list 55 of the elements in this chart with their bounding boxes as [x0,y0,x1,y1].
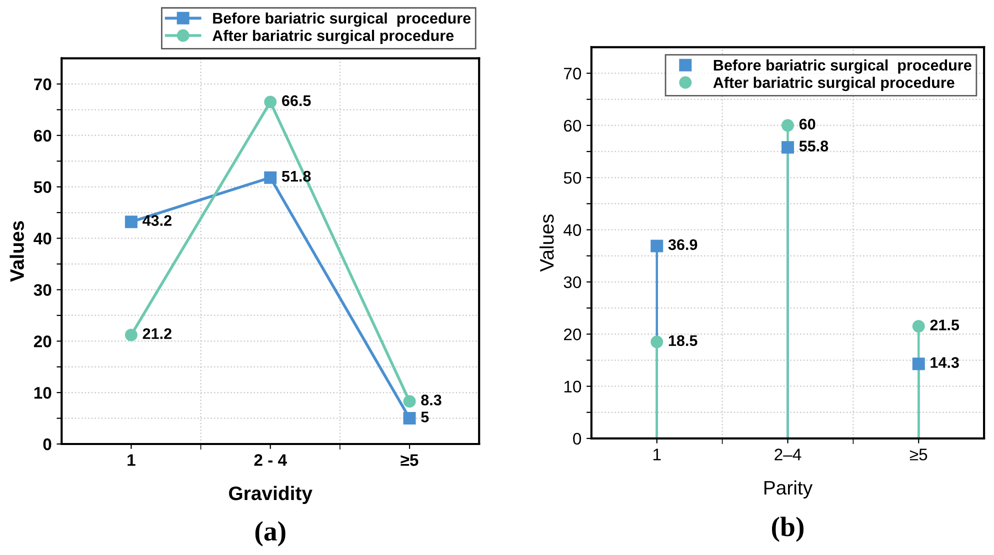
data-label: 66.5 [282,95,311,106]
y-tick-label: 50 [564,172,582,184]
x-axis-title: Parity [764,480,813,498]
data-label: 8.3 [421,394,442,406]
point [124,216,138,228]
x-tick-label: 2–4 [774,448,802,460]
x-tick-label: 1 [654,448,661,460]
point [912,320,925,333]
data-label: 36.9 [668,239,698,250]
y-tick-label: 10 [564,380,582,392]
point [781,119,794,132]
y-tick-label: 0 [573,432,582,445]
data-label: 18.5 [668,335,698,346]
data-label: 21.5 [930,320,960,330]
x-tick-label: 1 [128,454,136,466]
y-tick-label: 70 [564,68,582,80]
y-tick-label: 40 [34,232,52,244]
y-tick-label: 60 [564,120,582,132]
legend-label: After bariatric surgical procedure [713,76,954,92]
legend-label: Before bariatric surgical procedure [213,12,471,27]
text: (a) [255,521,286,546]
x-axis-title: Gravidity [229,486,312,504]
y-axis-title: Values [10,221,24,282]
point [403,412,416,425]
x-tick-label: ≥5 [400,454,418,466]
y-tick-label: 20 [34,336,52,348]
legend-label: Before bariatric surgical procedure [714,59,972,74]
y-tick-label: 50 [34,181,52,194]
y-tick-label: 30 [34,284,52,296]
data-label: 60 [799,118,816,130]
x-tick-label: ≥5 [910,448,928,460]
point [403,395,416,408]
point [124,328,138,342]
y-axis-title: Values [539,214,554,272]
point [264,96,277,108]
y-tick-label: 0 [43,438,52,450]
y-tick-label: 60 [34,130,52,142]
y-tick-label: 70 [34,78,52,90]
data-label: 43.2 [142,215,172,226]
data-label: 21.2 [142,328,172,339]
y-tick-label: 30 [564,276,582,288]
y-tick-label: 10 [34,386,52,399]
text: (b) [772,516,804,542]
y-tick-label: 20 [564,328,582,340]
point [650,336,664,348]
point [264,171,277,184]
point [912,358,925,370]
data-label: 14.3 [930,357,959,368]
x-tick-label: 2 - 4 [254,454,287,466]
point [650,240,664,252]
y-tick-label: 40 [564,224,582,236]
data-label: 55.8 [799,140,828,152]
data-label: 5 [421,412,429,422]
point [781,141,794,154]
legend-label: After bariatric surgical procedure [212,30,454,44]
